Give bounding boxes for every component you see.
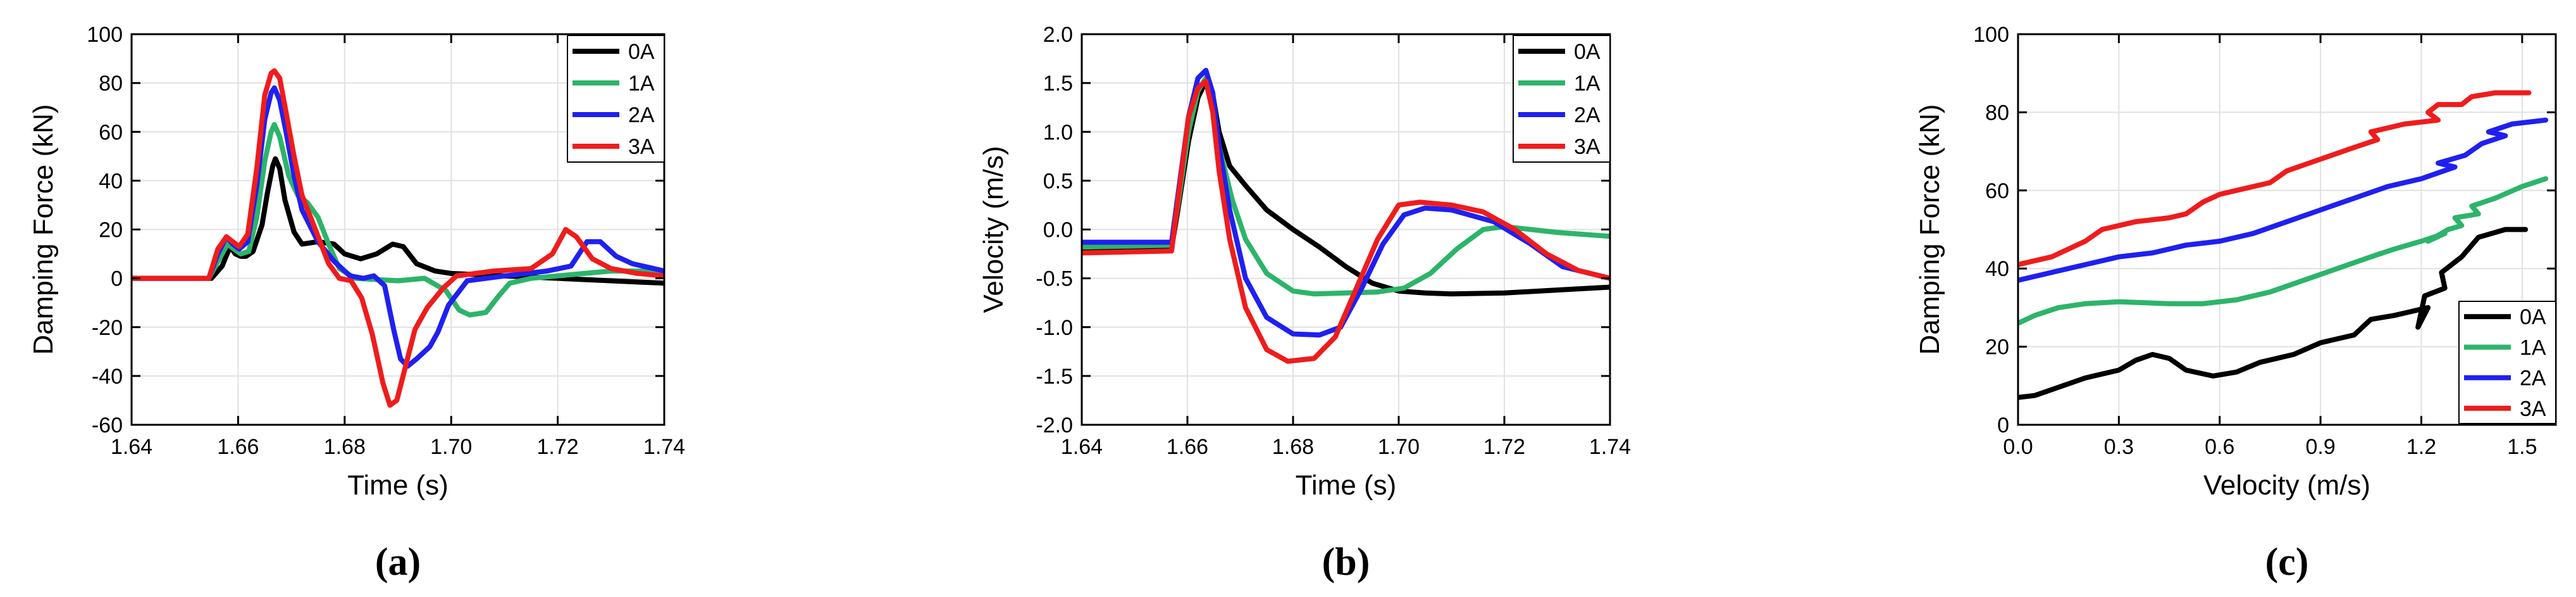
series-line-3a	[132, 68, 664, 408]
x-tick-label: 1.72	[537, 435, 579, 459]
panel-caption: (c)	[2265, 541, 2309, 584]
y-tick-label: 60	[99, 120, 123, 144]
legend-label-3a: 3A	[1574, 135, 1601, 159]
y-tick-label: 80	[99, 72, 123, 96]
y-tick-label: 40	[1985, 257, 2009, 281]
x-tick-label: 1.74	[643, 435, 685, 459]
y-tick-label: -1.0	[1036, 316, 1073, 340]
series-line-1a	[1082, 75, 1610, 297]
x-tick-label: 0.6	[2205, 435, 2234, 459]
y-tick-label: 1.5	[1043, 72, 1073, 96]
legend-box	[2458, 301, 2556, 424]
legend-label-3a: 3A	[2520, 397, 2546, 421]
series-line-0a	[2018, 227, 2529, 400]
series-line-1a	[2018, 176, 2549, 326]
panel-caption: (a)	[375, 541, 421, 584]
y-tick-label: 0.5	[1043, 169, 1073, 193]
legend-label-1a: 1A	[2520, 336, 2546, 360]
chart-b-velocity-vs-time: 1.64 1.66 1.68 1.70 1.72 1.74 -2.0 -1.5 -1.0 -0.5…	[978, 23, 1631, 584]
y-tick-label: 1.0	[1043, 120, 1073, 144]
y-tick-label: -0.5	[1036, 267, 1073, 291]
legend-label-3a: 3A	[628, 135, 655, 159]
x-tick-label: 1.66	[1167, 435, 1208, 459]
legend-label-2a: 2A	[628, 103, 655, 127]
y-tick-label: -40	[92, 365, 123, 389]
y-tick-label: 20	[1985, 336, 2009, 360]
y-tick-label: -1.5	[1036, 365, 1073, 389]
legend-label-0a: 0A	[1574, 40, 1601, 64]
x-tick-label: 1.68	[324, 435, 366, 459]
x-tick-label: 1.66	[217, 435, 259, 459]
legend-label-2a: 2A	[1574, 103, 1601, 127]
legend-label-0a: 0A	[2520, 305, 2546, 329]
series-group	[132, 68, 664, 408]
series-line-2a	[2018, 117, 2549, 283]
panel-caption: (b)	[1322, 541, 1370, 584]
x-tick-label: 1.5	[2507, 435, 2537, 459]
series-line-1a	[132, 122, 664, 318]
y-tick-label: 2.0	[1043, 23, 1073, 47]
y-tick-label: 0.0	[1043, 218, 1073, 242]
x-tick-label: 1.70	[430, 435, 472, 459]
x-axis-title: Time (s)	[347, 470, 449, 501]
y-tick-label: -2.0	[1036, 413, 1073, 437]
x-axis-title: Velocity (m/s)	[2203, 470, 2370, 501]
series-line-3a	[2018, 90, 2532, 267]
legend: 0A 1A 2A 3A	[567, 35, 665, 163]
y-tick-label: -20	[92, 316, 123, 340]
series-line-3a	[1082, 79, 1610, 364]
y-tick-label: 100	[1973, 23, 2009, 47]
y-tick-label: 40	[99, 169, 123, 193]
legend-label-2a: 2A	[2520, 367, 2546, 391]
y-tick-label: 0	[111, 267, 123, 291]
x-tick-label: 1.70	[1378, 435, 1420, 459]
legend: 0A 1A 2A 3A	[2458, 301, 2556, 424]
y-tick-label: 0	[1997, 413, 2009, 437]
chart-a-damping-force-vs-time: 1.64 1.66 1.68 1.70 1.72 1.74 -60 -40 -20 0 20 40 60…	[28, 23, 685, 584]
y-axis-title: Velocity (m/s)	[978, 146, 1009, 313]
legend-label-0a: 0A	[628, 40, 655, 64]
plot-frame	[2017, 33, 2557, 426]
legend-box	[567, 35, 665, 163]
y-tick-label: 20	[99, 218, 123, 242]
x-tick-label: 0.3	[2104, 435, 2134, 459]
y-tick-label: 80	[1985, 101, 2009, 125]
legend-label-1a: 1A	[1574, 72, 1601, 96]
x-tick-label: 0.9	[2305, 435, 2335, 459]
y-axis-title: Damping Force (kN)	[1914, 104, 1945, 355]
x-tick-label: 1.72	[1483, 435, 1525, 459]
series-group	[2018, 90, 2549, 400]
chart-c-damping-force-vs-velocity: 0.0 0.3 0.6 0.9 1.2 1.5 0 20 40 60 80 100 Velocity (…	[1914, 23, 2557, 584]
x-tick-label: 1.64	[111, 435, 152, 459]
x-axis-title: Time (s)	[1296, 470, 1397, 501]
legend-box	[1513, 35, 1611, 163]
series-group	[1082, 68, 1610, 364]
x-tick-label: 1.74	[1589, 435, 1631, 459]
legend-label-1a: 1A	[628, 72, 655, 96]
x-tick-label: 1.64	[1061, 435, 1103, 459]
y-axis-title: Damping Force (kN)	[28, 104, 59, 355]
legend: 0A 1A 2A 3A	[1513, 35, 1611, 163]
y-tick-label: -60	[92, 413, 123, 437]
x-tick-label: 1.2	[2406, 435, 2436, 459]
y-tick-label: 100	[87, 23, 123, 47]
y-tick-label: 60	[1985, 179, 2009, 203]
x-tick-label: 1.68	[1272, 435, 1314, 459]
x-tick-label: 0.0	[2003, 435, 2033, 459]
